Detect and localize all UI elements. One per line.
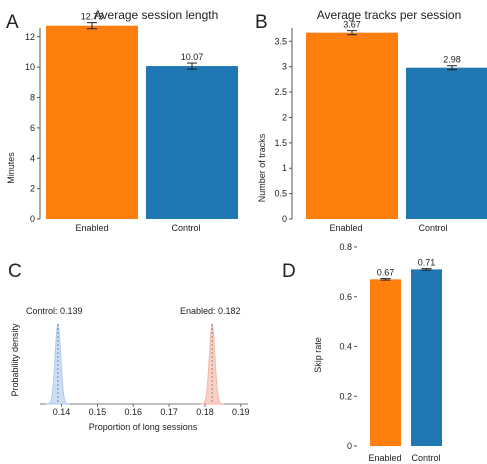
- y-tick-label: 1.5: [274, 138, 287, 148]
- y-tick-label: 2.5: [274, 87, 287, 97]
- bar-control: [411, 269, 442, 446]
- panel-c: C Probability density 0.14 0.15 0.16 0.17 0.…: [8, 261, 250, 432]
- y-tick-label: 1: [282, 163, 287, 173]
- y-tick-label: 0: [282, 214, 287, 224]
- y-tick-label: 0: [347, 441, 352, 451]
- panel-c-xlabel: Proportion of long sessions: [89, 422, 198, 432]
- panel-a-bars: [46, 25, 238, 220]
- x-tick-label: 0.16: [124, 407, 142, 417]
- y-tick-label: 0.5: [274, 189, 287, 199]
- panel-d-category-control: Control: [411, 453, 440, 463]
- panel-d-value-label-enabled: 0.67: [377, 268, 395, 278]
- panel-d: D Skip rate 0 0.2 0.4 0.6 0.8 0.67 0.71 Enab…: [282, 242, 442, 463]
- bar-control: [406, 67, 487, 219]
- y-tick-label: 2: [30, 184, 35, 194]
- x-tick-label: 0.17: [160, 407, 178, 417]
- x-tick-label: 0.18: [196, 407, 214, 417]
- panel-d-ylabel: Skip rate: [313, 337, 323, 373]
- panel-c-ylabel: Probability density: [10, 323, 20, 397]
- panel-b-bars: [306, 32, 487, 219]
- panel-a-category-enabled: Enabled: [75, 223, 108, 233]
- panel-c-annotation-enabled: Enabled: 0.182: [180, 306, 241, 316]
- panel-b-ylabel: Number of tracks: [257, 133, 267, 202]
- panel-d-category-enabled: Enabled: [368, 453, 401, 463]
- panel-a-y-ticks: 0 2 4 6 8 10 12: [25, 32, 40, 224]
- panel-a-value-label-enabled: 12.73: [81, 12, 104, 22]
- y-tick-label: 3.5: [274, 36, 287, 46]
- bar-enabled: [306, 32, 398, 219]
- y-tick-label: 8: [30, 93, 35, 103]
- panel-a-title: Average session length: [94, 8, 219, 22]
- panel-d-error-bars: [380, 268, 432, 281]
- y-tick-label: 0.2: [339, 391, 352, 401]
- panel-b-y-ticks: 0 0.5 1 1.5 2 2.5 3 3.5: [274, 36, 292, 224]
- panel-c-x-ticks: 0.14 0.15 0.16 0.17 0.18 0.19: [53, 404, 250, 417]
- panel-d-value-label-control: 0.71: [418, 258, 436, 268]
- panel-c-annotation-control: Control: 0.139: [26, 306, 83, 316]
- y-tick-label: 6: [30, 123, 35, 133]
- bar-enabled: [46, 25, 138, 219]
- panel-letter-d: D: [282, 261, 296, 282]
- bar-enabled: [370, 279, 401, 446]
- y-tick-label: 0.6: [339, 292, 352, 302]
- panel-a-value-label-control: 10.07: [181, 52, 204, 62]
- y-tick-label: 4: [30, 153, 35, 163]
- x-tick-label: 0.15: [89, 407, 107, 417]
- panel-b-category-enabled: Enabled: [329, 223, 362, 233]
- panel-a-ylabel: Minutes: [6, 152, 16, 184]
- panel-b-category-control: Control: [418, 223, 447, 233]
- y-tick-label: 0.4: [339, 342, 352, 352]
- y-tick-label: 10: [25, 62, 35, 72]
- y-tick-label: 12: [25, 32, 35, 42]
- panel-a: A Average session length Minutes 0 2 4 6 8 10…: [6, 8, 238, 233]
- y-tick-label: 2: [282, 112, 287, 122]
- panel-b-value-label-control: 2.98: [443, 55, 461, 65]
- panel-letter-c: C: [8, 261, 22, 282]
- y-tick-label: 3: [282, 62, 287, 72]
- panel-a-category-control: Control: [171, 223, 200, 233]
- panel-d-bars: [370, 269, 442, 446]
- panel-b-title: Average tracks per session: [317, 8, 462, 22]
- panel-b-value-label-enabled: 3.67: [343, 20, 361, 30]
- x-tick-label: 0.19: [232, 407, 250, 417]
- x-tick-label: 0.14: [53, 407, 71, 417]
- panel-b: B Average tracks per session Number of t…: [255, 8, 487, 233]
- y-tick-label: 0.8: [339, 242, 352, 252]
- panel-a-error-bars: [87, 22, 197, 70]
- panel-c-density-curves: [46, 323, 224, 405]
- panel-d-y-ticks: 0 0.2 0.4 0.6 0.8: [339, 242, 357, 451]
- panel-b-error-bars: [347, 30, 457, 71]
- bar-control: [146, 66, 238, 220]
- y-tick-label: 0: [30, 214, 35, 224]
- panel-letter-b: B: [255, 12, 268, 33]
- panel-letter-a: A: [6, 12, 19, 33]
